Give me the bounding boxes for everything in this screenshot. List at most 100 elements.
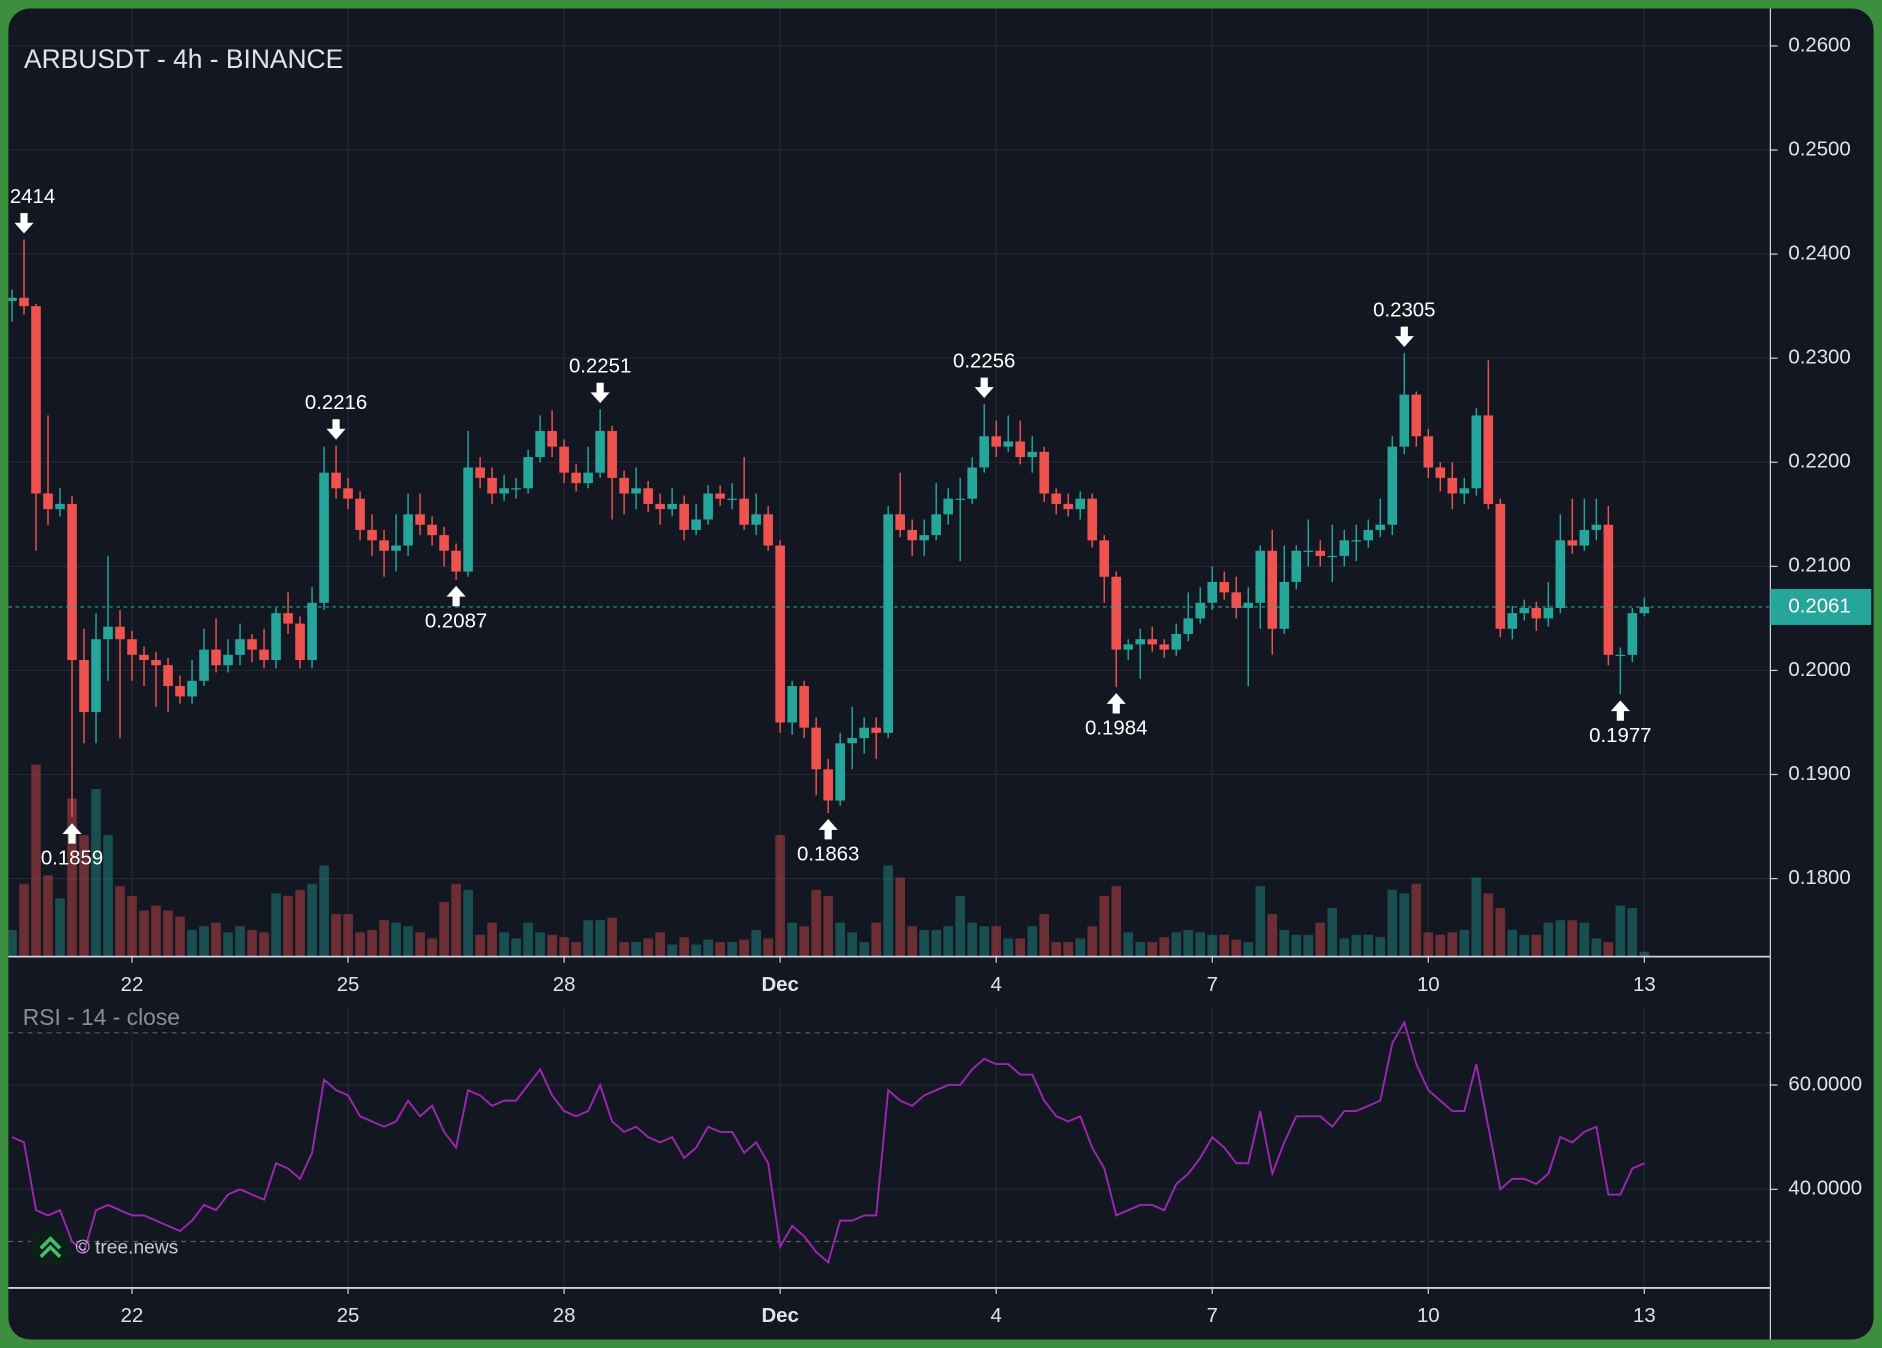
- annotation-label: 0.2087: [425, 610, 487, 632]
- volume-bar: [451, 883, 461, 957]
- candle-body: [199, 649, 209, 681]
- volume-bar: [283, 895, 293, 957]
- volume-bar: [1159, 937, 1170, 957]
- y-tick-label: 0.2200: [1788, 451, 1850, 473]
- candle-body: [991, 436, 1002, 447]
- volume-bar: [739, 939, 749, 957]
- candle-body: [631, 488, 641, 494]
- rsi-y-tick-label: 60.0000: [1788, 1073, 1862, 1095]
- volume-bar: [8, 929, 17, 957]
- volume-bar: [727, 942, 737, 957]
- candle-body: [739, 498, 749, 525]
- candle-body: [1231, 592, 1242, 608]
- candle-body: [1387, 446, 1398, 525]
- candle-body: [1087, 498, 1098, 541]
- volume-bar: [1459, 929, 1470, 957]
- volume-bar: [1027, 926, 1038, 957]
- candle-body: [775, 545, 785, 723]
- volume-bar: [1519, 934, 1530, 957]
- volume-bar: [883, 865, 893, 957]
- rsi-line: [11, 1019, 1645, 1265]
- rsi-title: RSI - 14 - close: [23, 1004, 180, 1030]
- volume-bar: [703, 939, 713, 957]
- volume-bar: [775, 835, 785, 957]
- candle-body: [1183, 618, 1194, 635]
- volume-bar: [103, 835, 113, 957]
- candle-body: [391, 545, 401, 551]
- volume-bar: [391, 922, 401, 957]
- rsi-y-tick-label: 40.0000: [1788, 1178, 1862, 1200]
- candle-body: [1495, 503, 1506, 629]
- candle-body: [583, 472, 593, 484]
- volume-bar: [799, 926, 809, 957]
- candle-body: [1615, 654, 1626, 657]
- volume-bar: [211, 922, 221, 957]
- volume-bar: [583, 920, 593, 957]
- candle-body: [151, 660, 161, 666]
- volume-bar: [367, 929, 377, 957]
- x-tick-label: 22: [121, 1305, 144, 1327]
- annotation-label: 0.2251: [569, 356, 631, 378]
- candle-body: [1579, 529, 1590, 546]
- x-tick-label: 4: [991, 1305, 1002, 1327]
- volume-bar: [127, 895, 137, 957]
- volume-bar: [223, 932, 233, 957]
- annotation-arrow: [14, 213, 34, 234]
- candle-body: [847, 738, 857, 744]
- candle-body: [1015, 441, 1026, 458]
- volume-bar: [463, 889, 473, 957]
- volume-bar: [1075, 938, 1086, 957]
- candle-body: [331, 472, 341, 489]
- volume-bar: [355, 932, 365, 957]
- volume-bar: [163, 910, 173, 957]
- candle-body: [415, 514, 425, 525]
- volume-bar: [919, 929, 929, 957]
- candle-body: [439, 535, 449, 551]
- candle-body: [295, 623, 305, 661]
- candle-body: [607, 431, 617, 478]
- volume-bar: [1219, 934, 1230, 957]
- annotation-arrow: [590, 382, 610, 404]
- volume-bar: [787, 922, 797, 957]
- candle-body: [1027, 451, 1038, 458]
- rsi-panel: [8, 1008, 1771, 1288]
- y-tick-label: 0.1900: [1788, 763, 1850, 785]
- candle-body: [475, 467, 485, 478]
- candle-body: [715, 493, 725, 499]
- candle-body: [1339, 540, 1350, 556]
- annotation-arrow: [1610, 700, 1630, 721]
- volume-bar: [175, 916, 185, 957]
- volume-bar: [1483, 893, 1494, 957]
- volume-bar: [847, 932, 857, 957]
- candle-body: [1531, 607, 1542, 619]
- candle-body: [1063, 503, 1074, 510]
- candle-body: [1135, 639, 1146, 645]
- x-tick-label: 13: [1633, 974, 1656, 996]
- volume-bar: [1279, 929, 1290, 957]
- volume-bar: [1375, 937, 1386, 957]
- candle-body: [655, 503, 665, 510]
- candle-body: [235, 639, 245, 655]
- volume-bar: [1243, 942, 1254, 957]
- candle-body: [511, 488, 521, 490]
- volume-bar: [1147, 942, 1158, 957]
- volume-bar: [1639, 951, 1650, 957]
- candle-body: [259, 649, 269, 661]
- volume-bar: [1327, 908, 1338, 957]
- volume-bar: [343, 914, 353, 957]
- candle-body: [1279, 581, 1290, 629]
- x-tick-label: 4: [991, 974, 1002, 996]
- candle-body: [871, 727, 881, 733]
- volume-bar: [415, 932, 425, 957]
- candle-body: [31, 306, 41, 494]
- volume-bar: [631, 942, 641, 957]
- volume-bar: [1495, 908, 1506, 957]
- x-tick-label: 7: [1207, 1305, 1218, 1327]
- volume-bar: [1543, 922, 1554, 957]
- volume-bar: [607, 917, 617, 957]
- candle-body: [1567, 540, 1578, 546]
- volume-bar: [1099, 895, 1110, 957]
- candle-body: [1411, 394, 1422, 437]
- annotation-arrow: [818, 819, 838, 840]
- candle-body: [979, 436, 990, 468]
